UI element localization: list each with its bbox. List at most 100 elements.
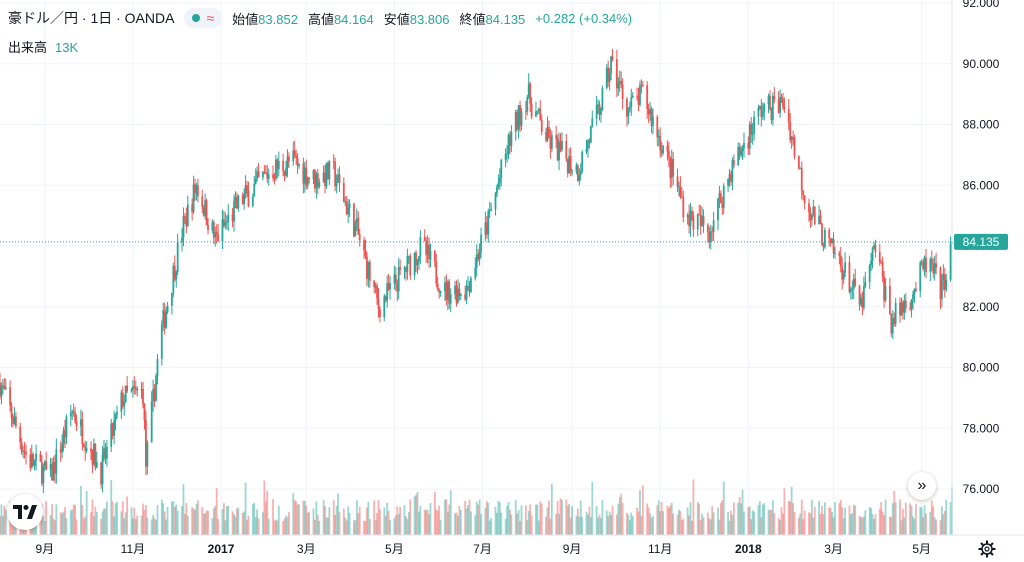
volume-bar (166, 506, 169, 535)
candle-body (737, 147, 740, 166)
price-scale[interactable]: 92.00090.00088.00086.00084.00082.00080.0… (963, 0, 1000, 496)
time-scale[interactable]: 9月 11月 2017 3月 5月 7月 9月 11月 2018 3月 5月 (35, 542, 931, 556)
candle-body (731, 160, 734, 182)
volume-bar (387, 511, 390, 535)
volume-bar (899, 499, 901, 535)
candle-body (10, 405, 13, 419)
time-tick-label: 2018 (735, 542, 762, 556)
volume-bar (706, 512, 709, 535)
price-tick-label: 80.000 (963, 361, 1000, 375)
volume-bar (484, 507, 487, 535)
candle-body (247, 190, 250, 207)
last-price-label: 84.135 (963, 235, 1000, 249)
candle-body (181, 237, 183, 243)
volume-bar (55, 504, 58, 535)
symbol-title[interactable]: 豪ドル／円 · 1日 · OANDA (8, 10, 175, 26)
candle-body (636, 95, 638, 97)
candle-body (719, 193, 722, 204)
volume-bar (620, 494, 623, 535)
candle-body (527, 83, 530, 98)
candle-body (751, 133, 754, 135)
volume-bar (113, 516, 116, 535)
volume-bar (581, 516, 584, 535)
price-tick-label: 82.000 (963, 300, 1000, 314)
volume-bar (433, 492, 436, 535)
candle-body (12, 418, 14, 425)
candle-body (561, 140, 563, 151)
status-pill[interactable]: ≈ (184, 8, 223, 28)
candle-body (387, 283, 390, 290)
volume-bar (628, 520, 631, 535)
candle-body (142, 388, 144, 405)
volume-bar (864, 510, 867, 535)
volume-bar (691, 520, 693, 535)
candle-body (760, 106, 763, 117)
volume-bar (660, 501, 663, 535)
candle-body (932, 263, 935, 274)
volume-bar (49, 515, 52, 535)
volume-bar (637, 511, 640, 535)
candle-body (69, 412, 72, 417)
candle-body (598, 104, 601, 115)
volume-bar (576, 508, 579, 535)
volume-bar (160, 499, 163, 535)
volume-bar (909, 503, 912, 535)
volume-bar (283, 518, 286, 535)
candle-body (25, 451, 27, 455)
volume-bar (308, 511, 311, 535)
volume-bar (770, 509, 773, 535)
candle-body (176, 242, 179, 272)
candle-body (221, 219, 224, 242)
candle-body (227, 214, 230, 222)
candle-body (666, 145, 669, 152)
candle-body (740, 151, 742, 156)
volume-bar (530, 515, 533, 535)
candle-body (373, 280, 376, 288)
candle-body (184, 216, 186, 218)
candle-body (646, 85, 649, 109)
candle-body (217, 234, 220, 242)
volume-bar (275, 519, 277, 535)
volume-bar (802, 519, 805, 535)
candle-body (457, 288, 459, 303)
tradingview-logo-icon[interactable] (7, 494, 43, 530)
candle-body (345, 201, 348, 215)
candle-body (608, 73, 611, 82)
candle-body (101, 454, 104, 485)
volume-bar (914, 504, 917, 535)
candle-body (698, 214, 701, 216)
volume-bar (348, 512, 351, 535)
volume-bar (822, 514, 825, 535)
volume-bar (318, 520, 321, 535)
candle-body (84, 446, 87, 451)
volume-bar (758, 501, 761, 535)
time-tick-label: 9月 (563, 542, 582, 556)
candle-body (890, 313, 893, 334)
volume-bar (610, 514, 612, 535)
candle-body (425, 241, 428, 256)
volume-bar (680, 520, 683, 535)
candle-body (808, 203, 810, 213)
candle-body (812, 206, 815, 215)
double-chevron-right-icon[interactable]: » (908, 472, 936, 500)
volume-bar (919, 506, 922, 535)
candle-body (133, 386, 136, 389)
gear-icon[interactable] (976, 538, 998, 560)
volume-bar (72, 504, 75, 535)
volume-bar (186, 515, 189, 535)
candle-body (435, 261, 438, 284)
candle-body (909, 308, 912, 310)
volume-legend[interactable]: 出来高 13K (8, 37, 78, 56)
volume-bar (679, 511, 682, 535)
candle-body (448, 281, 451, 304)
volume-bar (184, 513, 186, 535)
time-tick-label: 5月 (912, 542, 931, 556)
volume-bar (504, 518, 507, 535)
candle-body (276, 159, 279, 170)
volume-bar (597, 517, 599, 535)
volume-bar (550, 484, 553, 535)
volume-bar (134, 518, 137, 535)
volume-bar (354, 520, 357, 535)
volume-bar (870, 508, 873, 535)
